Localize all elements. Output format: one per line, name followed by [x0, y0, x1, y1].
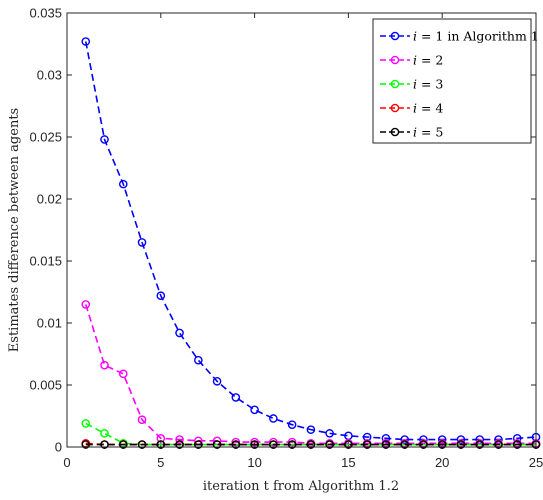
data-point — [325, 429, 334, 438]
y-tick-label: 0.03 — [37, 68, 62, 83]
data-point — [250, 440, 259, 449]
data-point — [156, 291, 166, 301]
data-point — [250, 405, 259, 415]
x-axis-label: iteration t from Algorithm 1.2 — [203, 479, 399, 494]
legend-item: i = 5 — [380, 125, 443, 140]
x-tick-label: 10 — [247, 455, 261, 470]
y-axis-label: Estimates difference between agents — [7, 108, 22, 352]
legend-box — [372, 18, 532, 144]
x-tick-label: 20 — [435, 455, 449, 470]
legend-item: i = 3 — [380, 77, 443, 92]
y-tick-label: 0.035 — [29, 6, 62, 21]
legend-item: i = 2 — [380, 53, 443, 68]
data-point — [118, 369, 128, 379]
data-point — [212, 440, 222, 449]
data-point — [156, 440, 166, 449]
data-point — [287, 437, 297, 447]
legend-swatch-marker — [390, 79, 400, 89]
y-tick-label: 0.025 — [29, 130, 62, 145]
data-point — [269, 437, 278, 447]
data-point — [419, 440, 428, 449]
legend-item: i = 4 — [380, 101, 443, 116]
data-point — [231, 393, 241, 402]
data-point — [175, 328, 184, 338]
data-point — [400, 435, 409, 444]
series-5 — [81, 440, 541, 449]
legend: i = 1 in Algorithm 1 i = 2 i = 3 i = 4 i = 5 — [372, 18, 539, 144]
x-axis-ticks: 0 5 10 15 20 25 — [63, 13, 543, 470]
data-point — [81, 300, 91, 309]
y-tick-label: 0.005 — [29, 378, 62, 393]
data-point — [381, 434, 391, 443]
data-point — [81, 37, 91, 46]
data-point — [306, 440, 316, 449]
legend-label: i = 1 in Algorithm 1 — [413, 29, 539, 44]
x-tick-label: 25 — [529, 455, 543, 470]
data-point — [137, 238, 147, 247]
legend-swatch-marker — [390, 127, 400, 137]
data-point — [362, 440, 372, 449]
data-point — [287, 440, 297, 449]
series-line — [84, 41, 537, 441]
legend-swatch-marker — [390, 103, 400, 113]
data-point — [156, 434, 166, 443]
data-point — [137, 415, 147, 425]
legend-label: i = 5 — [413, 125, 443, 140]
data-point — [194, 440, 203, 449]
data-point — [306, 425, 316, 434]
series-line — [84, 304, 536, 445]
data-point — [118, 440, 128, 449]
data-point — [250, 437, 259, 447]
data-point — [231, 437, 241, 447]
data-point — [287, 420, 297, 429]
data-point — [175, 440, 184, 449]
data-point — [269, 440, 278, 449]
x-tick-label: 5 — [157, 455, 164, 470]
data-point — [325, 440, 334, 449]
data-point — [100, 135, 109, 144]
data-point — [269, 414, 278, 423]
data-point — [212, 376, 222, 386]
x-tick-label: 0 — [63, 455, 70, 470]
data-point — [100, 440, 109, 449]
data-point — [456, 435, 466, 444]
data-point — [194, 355, 203, 365]
data-point — [137, 440, 147, 449]
data-point — [231, 440, 241, 449]
legend-label: i = 2 — [413, 53, 443, 68]
data-point — [344, 440, 353, 449]
data-point — [494, 440, 503, 449]
legend-label: i = 4 — [413, 101, 443, 116]
plot-frame — [66, 12, 537, 448]
y-tick-label: 0.015 — [29, 254, 62, 269]
data-point — [381, 440, 391, 449]
y-tick-label: 0.01 — [37, 316, 62, 331]
data-point — [437, 440, 447, 449]
legend-swatch-marker — [390, 31, 400, 41]
data-point — [81, 440, 91, 449]
series-layer — [81, 37, 541, 449]
data-point — [81, 419, 91, 428]
data-point — [512, 440, 522, 449]
data-point — [100, 429, 109, 438]
y-tick-label: 0.02 — [37, 192, 62, 207]
data-point — [400, 440, 409, 449]
x-tick-label: 15 — [341, 455, 355, 470]
data-point — [175, 435, 184, 444]
data-point — [475, 440, 485, 449]
data-point — [512, 434, 522, 443]
y-tick-label: 0 — [55, 440, 62, 455]
data-point — [456, 440, 466, 449]
legend-swatch-marker — [390, 55, 400, 65]
legend-item: i = 1 in Algorithm 1 — [380, 29, 539, 44]
legend-label: i = 3 — [413, 77, 443, 92]
data-point — [100, 360, 109, 370]
data-point — [118, 179, 128, 189]
